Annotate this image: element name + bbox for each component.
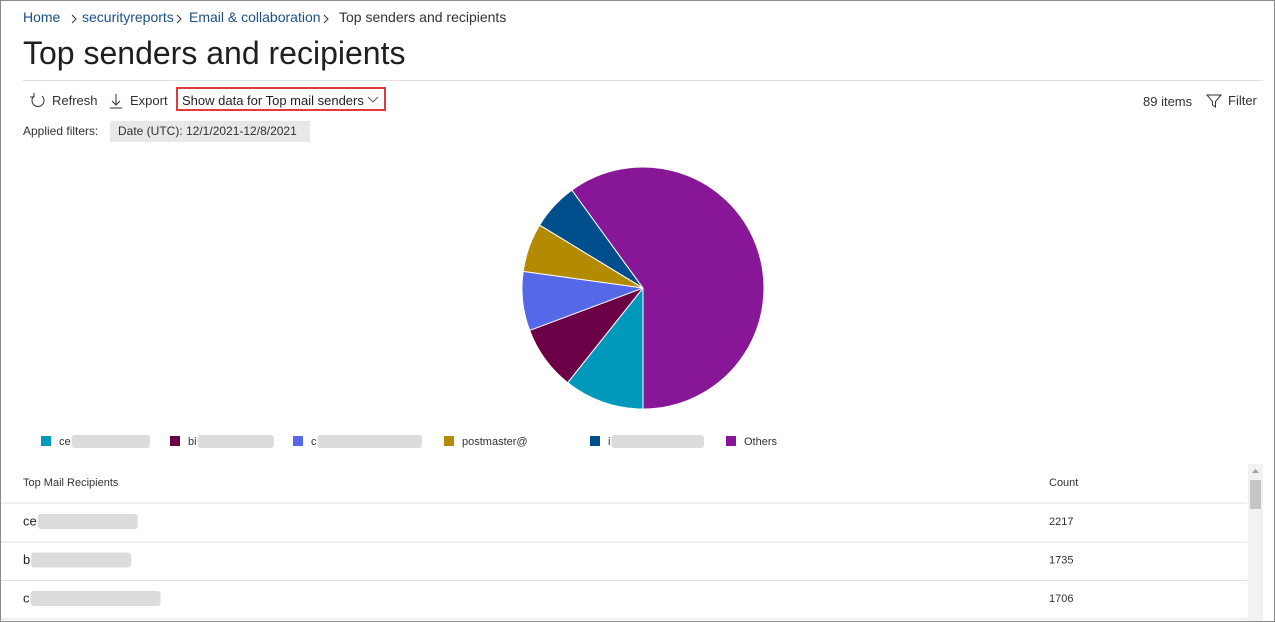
legend-label[interactable]: i	[608, 436, 610, 448]
legend-swatch[interactable]	[293, 436, 303, 446]
redacted-text	[71, 435, 150, 448]
divider	[23, 80, 1263, 81]
column-header: Top Mail Recipients	[23, 477, 119, 489]
dropdown-label: Show data for Top mail senders	[182, 93, 364, 108]
filter-chip-text: Date (UTC): 12/1/2021-12/8/2021	[118, 124, 297, 138]
legend-label[interactable]: postmaster@	[462, 436, 528, 448]
breadcrumb-link[interactable]: securityreports	[82, 9, 174, 25]
redacted-text	[31, 552, 132, 568]
legend-swatch[interactable]	[726, 436, 736, 446]
legend-label[interactable]: ce	[59, 436, 71, 448]
dropdown[interactable]: Show data for Top mail senders	[176, 87, 386, 111]
legend-label[interactable]: bi	[188, 436, 197, 448]
recipient[interactable]: ce	[23, 513, 37, 528]
redacted-text	[37, 514, 138, 529]
redacted-text	[30, 591, 161, 606]
dropdown-chevron	[367, 96, 379, 103]
column-header: Count	[1049, 477, 1078, 489]
breadcrumb-link[interactable]: Email & collaboration	[189, 9, 321, 25]
refresh-button[interactable]: Refresh	[52, 93, 98, 108]
export-button[interactable]: Export	[130, 93, 168, 108]
legend-swatch[interactable]	[41, 436, 51, 446]
legend-swatch[interactable]	[590, 436, 600, 446]
legend-label[interactable]: c	[311, 436, 317, 448]
filter-button[interactable]: Filter	[1228, 93, 1257, 108]
count: 2217	[1049, 516, 1073, 528]
scroll-up[interactable]	[1251, 467, 1260, 475]
redacted-text	[317, 435, 422, 448]
legend-swatch[interactable]	[170, 436, 180, 446]
chevron	[71, 14, 77, 24]
pie-chart: ce bi c postmaster@ i Others	[41, 166, 778, 448]
filters-label: Applied filters:	[23, 124, 99, 138]
chevron	[176, 14, 182, 24]
legend-label[interactable]: Others	[744, 436, 778, 448]
filter-icon[interactable]	[1206, 93, 1222, 109]
item-count: 89 items	[1143, 94, 1193, 109]
scroll-thumb[interactable]	[1250, 480, 1261, 509]
count: 1735	[1049, 554, 1073, 566]
count: 1706	[1049, 593, 1073, 605]
table: Top Mail Recipients Count ce 2217 b 1735 c 1706	[1, 477, 1247, 620]
filter-chip[interactable]: Date (UTC): 12/1/2021-12/8/2021	[110, 121, 310, 142]
refresh-icon[interactable]	[29, 92, 47, 110]
page-title: Top senders and recipients	[23, 35, 406, 71]
recipient[interactable]: b	[23, 552, 30, 567]
recipient[interactable]: c	[23, 590, 30, 605]
redacted-text	[611, 435, 704, 448]
redacted-text	[197, 435, 274, 448]
chevron	[323, 14, 329, 24]
breadcrumb-link[interactable]: Home	[23, 9, 61, 25]
legend-swatch[interactable]	[444, 436, 454, 446]
breadcrumb-current: Top senders and recipients	[339, 9, 507, 25]
pie-slice[interactable]	[566, 286, 644, 410]
export-icon[interactable]	[108, 92, 124, 110]
scrollbar[interactable]	[1248, 464, 1263, 621]
pie-slice[interactable]	[571, 166, 765, 410]
